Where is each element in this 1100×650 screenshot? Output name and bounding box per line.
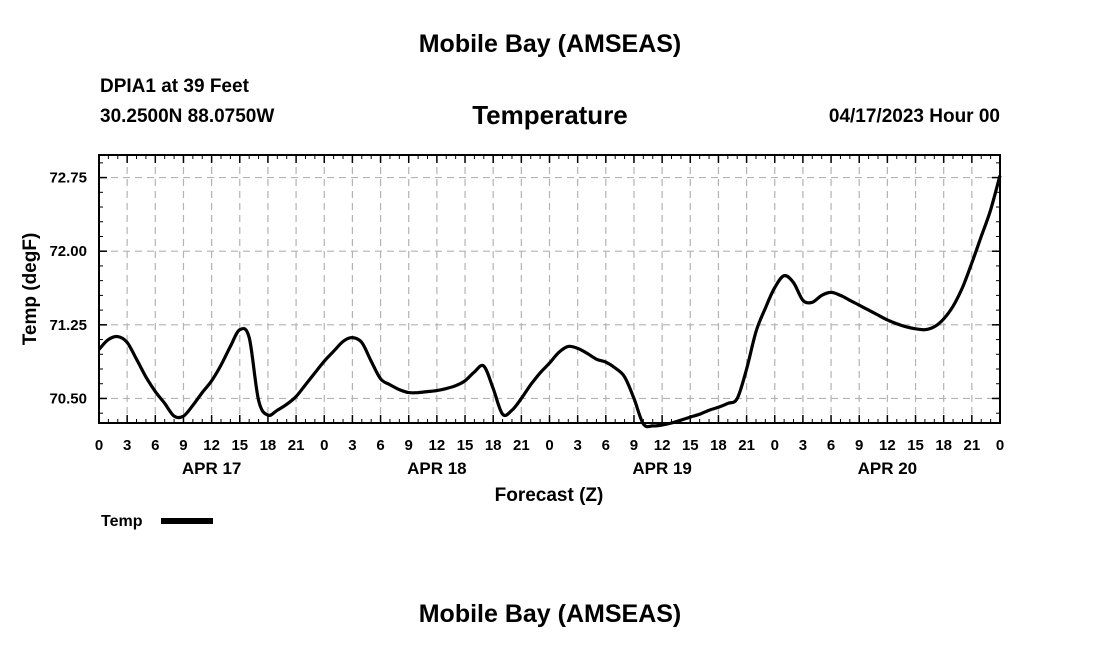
y-tick-label: 71.25 (49, 317, 87, 334)
x-tick-label: 15 (682, 437, 699, 454)
main-title: Mobile Bay (AMSEAS) (418, 30, 682, 58)
x-tick-label: 12 (203, 437, 220, 454)
x-tick-label: 18 (710, 437, 727, 454)
x-tick-label: 0 (320, 437, 328, 454)
station-coordinates: 30.2500N 88.0750W (100, 106, 275, 127)
forecast-run-time: 04/17/2023 Hour 00 (828, 106, 1000, 127)
x-tick-label: 12 (654, 437, 671, 454)
x-tick-label: 3 (348, 437, 356, 454)
day-label: APR 17 (182, 459, 242, 478)
x-tick-label: 0 (771, 437, 779, 454)
axis-labels: 0 3 6 9 12 15 18 21 0 3 6 9 12 15 18 21 0 3 6 9 12 15 18 21 0 3 6 9… (49, 170, 1004, 478)
x-tick-label: 6 (602, 437, 610, 454)
x-tick-label: 15 (907, 437, 924, 454)
x-tick-label: 6 (827, 437, 835, 454)
y-tick-label: 72.00 (49, 243, 87, 260)
footer-title: Mobile Bay (AMSEAS) (418, 600, 682, 628)
x-tick-label: 6 (376, 437, 384, 454)
x-tick-label: 0 (95, 437, 103, 454)
chart-title: Temperature (472, 100, 628, 130)
x-tick-label: 9 (405, 437, 413, 454)
x-tick-label: 12 (879, 437, 896, 454)
y-tick-label: 72.75 (49, 170, 87, 187)
x-tick-label: 21 (738, 437, 755, 454)
x-tick-label: 21 (964, 437, 981, 454)
x-tick-label: 0 (545, 437, 553, 454)
x-tick-label: 18 (935, 437, 952, 454)
plot-frame (98, 154, 1001, 424)
x-tick-label: 3 (573, 437, 581, 454)
x-tick-label: 15 (231, 437, 248, 454)
y-axis-label: Temp (degF) (20, 233, 41, 346)
legend: Temp (101, 513, 213, 530)
x-axis-label: Forecast (Z) (495, 485, 604, 506)
station-name: DPIA1 at 39 Feet (100, 76, 249, 97)
x-tick-label: 18 (485, 437, 502, 454)
x-tick-label: 9 (630, 437, 638, 454)
y-tick-label: 70.50 (49, 390, 87, 407)
x-tick-label: 9 (179, 437, 187, 454)
x-tick-label: 0 (996, 437, 1004, 454)
day-label: APR 19 (632, 459, 692, 478)
grid-lines (99, 155, 1000, 423)
x-tick-label: 12 (429, 437, 446, 454)
x-tick-label: 21 (513, 437, 530, 454)
x-tick-label: 9 (855, 437, 863, 454)
x-tick-label: 3 (123, 437, 131, 454)
temp-series-line (97, 175, 1002, 429)
day-label: APR 18 (407, 459, 467, 478)
legend-label: Temp (101, 513, 143, 530)
day-label: APR 20 (858, 459, 918, 478)
series-layer (97, 175, 1002, 429)
x-tick-label: 21 (288, 437, 305, 454)
x-tick-label: 6 (151, 437, 159, 454)
x-tick-label: 18 (260, 437, 277, 454)
x-tick-label: 3 (799, 437, 807, 454)
x-tick-label: 15 (457, 437, 474, 454)
